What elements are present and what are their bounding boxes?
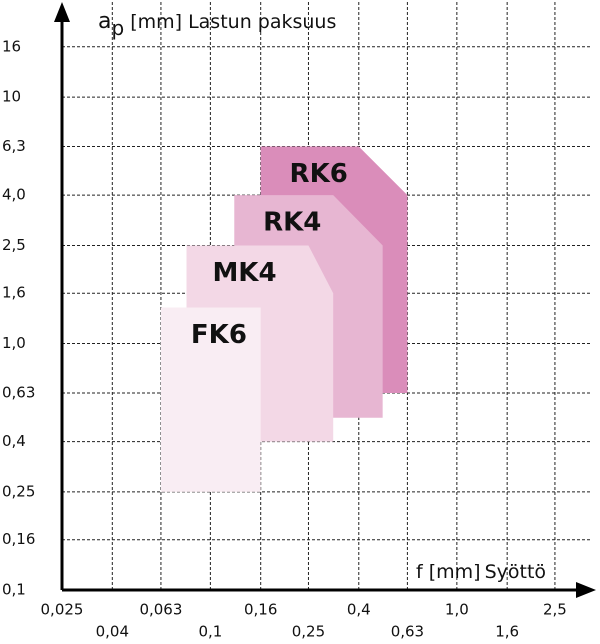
x-tick-label: 0,063	[139, 601, 182, 619]
areas: RK6 RK4 MK4 FK6	[160, 146, 408, 492]
y-axis-title: ap [mm] Lastun paksuus	[98, 9, 336, 40]
y-tick-label: 16	[2, 37, 21, 55]
y-subscript: p	[111, 16, 124, 40]
y-tick-label: 0,25	[2, 482, 35, 500]
y-tick-label: 0,4	[2, 432, 26, 450]
x-tick-label: 0,04	[96, 623, 129, 641]
x-tick-label: 0,1	[198, 623, 222, 641]
x-tick-label: 0,025	[41, 601, 84, 619]
x-tick-label: 2,5	[543, 601, 567, 619]
y-tick-label: 0,16	[2, 530, 35, 548]
y-tick-label: 6,3	[2, 137, 26, 155]
y-tick-label: 0,1	[2, 581, 26, 599]
y-arrow	[54, 2, 70, 22]
x-label: f [mm]	[416, 561, 481, 583]
y-tick-label: 1,6	[2, 284, 26, 302]
x-tick-label: 0,63	[391, 623, 424, 641]
x-tick-label: 0,16	[244, 601, 277, 619]
area	[160, 307, 261, 492]
y-symbol: a	[98, 9, 111, 34]
x-tick-label: 1,6	[495, 623, 519, 641]
x-axis-title: f [mm] Syöttö	[416, 561, 546, 583]
x-tick-label: 0,4	[347, 601, 371, 619]
area-label: RK6	[290, 159, 348, 189]
x-arrow	[576, 582, 596, 598]
y-tick-label: 10	[2, 88, 21, 106]
area-label: RK4	[263, 208, 321, 238]
y-tick-label: 2,5	[2, 236, 26, 254]
area-label: FK6	[191, 320, 247, 350]
area-label: MK4	[212, 258, 276, 288]
y-tick-label: 0,63	[2, 383, 35, 401]
x-tick-label: 1,0	[445, 601, 469, 619]
y-label: [mm] Lastun paksuus	[130, 11, 336, 33]
y-tick-label: 4,0	[2, 186, 26, 204]
y-tick-label: 1,0	[2, 334, 26, 352]
x-tick-label: 0,25	[292, 623, 325, 641]
x-label-note: Syöttö	[485, 561, 546, 583]
